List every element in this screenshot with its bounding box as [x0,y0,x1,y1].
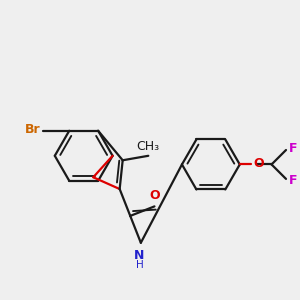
Text: F: F [289,174,297,187]
Text: N: N [134,249,145,262]
Text: Br: Br [25,123,40,136]
Text: O: O [149,189,160,202]
Text: O: O [254,157,264,169]
Text: CH₃: CH₃ [137,140,160,153]
Text: H: H [136,260,143,270]
Text: F: F [289,142,297,155]
